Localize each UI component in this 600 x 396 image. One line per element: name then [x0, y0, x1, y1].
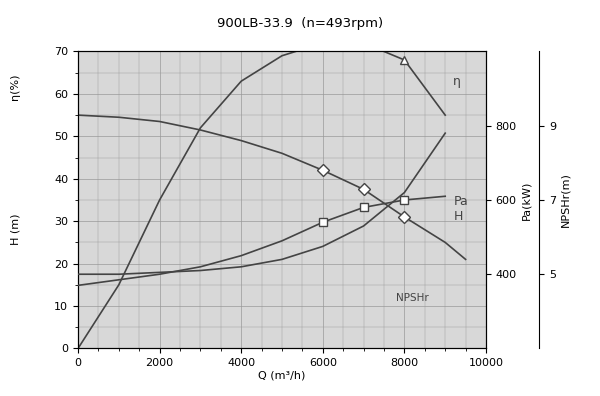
X-axis label: Q (m³/h): Q (m³/h)	[259, 371, 305, 381]
Text: H: H	[454, 210, 463, 223]
Text: 900LB-33.9  (n=493rpm): 900LB-33.9 (n=493rpm)	[217, 17, 383, 30]
Text: η(%): η(%)	[10, 74, 20, 100]
Text: η: η	[454, 75, 461, 88]
Text: H (m): H (m)	[10, 214, 20, 246]
Text: NPSHr: NPSHr	[396, 293, 429, 303]
Y-axis label: NPSHr(m): NPSHr(m)	[560, 173, 570, 227]
Text: Pa: Pa	[454, 195, 468, 208]
Y-axis label: Pa(kW): Pa(kW)	[521, 180, 531, 220]
